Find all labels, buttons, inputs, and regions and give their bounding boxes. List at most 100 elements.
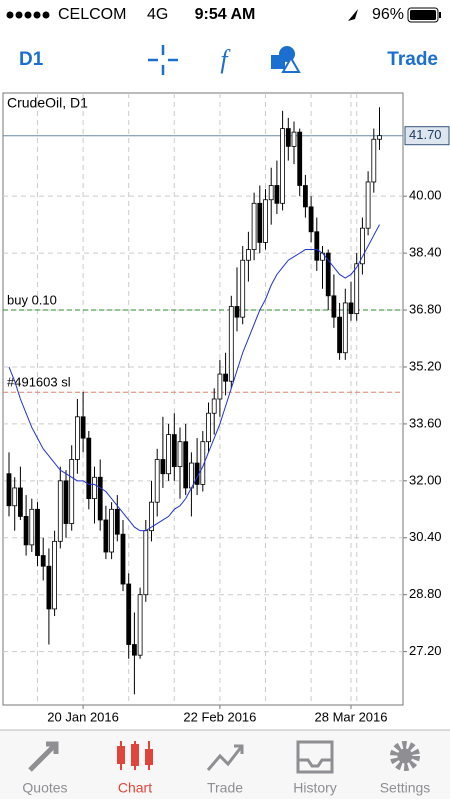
carrier: CELCOM xyxy=(58,6,126,23)
clock: 9:54 AM xyxy=(195,6,256,23)
candle-body xyxy=(40,555,46,567)
candle-body xyxy=(291,131,297,147)
trade-button[interactable]: Trade xyxy=(387,49,438,70)
candle-body xyxy=(268,185,274,201)
candle-body xyxy=(234,306,240,318)
candle-body xyxy=(211,398,217,414)
toolbar: D1 f Trade xyxy=(19,45,438,75)
candle-body xyxy=(302,185,308,208)
candle-body xyxy=(80,416,86,439)
order-label: buy 0.10 xyxy=(7,292,57,307)
y-tick-label: 28.80 xyxy=(409,586,442,601)
candle-body xyxy=(149,501,154,532)
indicators-button[interactable]: f xyxy=(220,45,231,74)
candle-body xyxy=(342,302,348,354)
candle-body xyxy=(17,487,23,517)
candle-body xyxy=(183,441,189,489)
candle-body xyxy=(240,259,246,318)
objects-button[interactable] xyxy=(271,46,301,73)
network: 4G xyxy=(147,6,168,23)
candle-body xyxy=(46,565,52,610)
plot-layer: buy 0.10 #491603 sl xyxy=(3,93,403,705)
candle-body xyxy=(6,473,12,507)
candle-body xyxy=(177,441,183,468)
tab-label[interactable]: Trade xyxy=(207,780,243,796)
y-tick-label: 30.40 xyxy=(409,529,442,544)
order-label: #491603 sl xyxy=(7,375,71,390)
y-tick-label: 40.00 xyxy=(409,188,442,203)
candle-body xyxy=(109,508,114,553)
candle-body xyxy=(308,206,314,233)
candle-body xyxy=(251,202,257,250)
candle-body xyxy=(23,516,29,546)
candle-body xyxy=(285,128,291,147)
x-tick-label: 28 Mar 2016 xyxy=(315,709,388,724)
period-button[interactable]: D1 xyxy=(19,49,44,70)
candle-body xyxy=(337,316,343,354)
candle-body xyxy=(325,252,331,297)
candle-body xyxy=(160,459,166,475)
candle-body xyxy=(371,138,377,183)
candle-body xyxy=(69,459,75,524)
candle-body xyxy=(217,373,223,400)
x-tick-label: 20 Jan 2016 xyxy=(47,709,119,724)
tab-label[interactable]: Quotes xyxy=(22,780,67,796)
candle-body xyxy=(188,462,194,489)
chart: CrudeOil, D1 xyxy=(2,92,404,706)
tab-label[interactable]: Chart xyxy=(118,780,152,796)
candle-body xyxy=(166,434,172,475)
candle-body xyxy=(280,128,286,204)
candle-body xyxy=(245,249,251,261)
candle-body xyxy=(57,480,63,542)
y-tick-label: 32.00 xyxy=(409,472,442,487)
tab-bar xyxy=(0,729,450,799)
candle-body xyxy=(75,416,80,460)
y-tick-label: 38.40 xyxy=(409,245,442,260)
candle-body xyxy=(365,181,371,229)
candle-body xyxy=(63,480,69,524)
status-bar: CELCOM 4G 9:54 AM 96% xyxy=(6,6,441,23)
y-tick-label: 35.20 xyxy=(409,358,442,373)
candle-body xyxy=(297,131,303,186)
candle-body xyxy=(12,487,18,507)
candle-body xyxy=(263,199,268,243)
candle-body xyxy=(131,644,137,656)
candle-body xyxy=(314,231,320,261)
candle-body xyxy=(103,519,109,553)
candle-body xyxy=(29,508,35,546)
candle-body xyxy=(97,476,103,521)
candle-body xyxy=(154,459,160,503)
candle-body xyxy=(274,185,280,204)
current-price-label: 41.70 xyxy=(409,127,442,142)
crosshair-button[interactable] xyxy=(148,45,178,75)
chart-title: CrudeOil, D1 xyxy=(7,95,88,111)
y-tick-label: 36.80 xyxy=(409,301,442,316)
candle-body xyxy=(92,476,97,500)
candle-body xyxy=(35,508,40,556)
candle-body xyxy=(137,594,143,656)
candle-body xyxy=(228,306,234,382)
candle-body xyxy=(200,441,206,485)
candle-body xyxy=(52,540,57,610)
candle-body xyxy=(206,412,211,443)
plot-frame xyxy=(2,92,404,706)
price-label-box xyxy=(404,126,450,146)
candle-body xyxy=(377,135,382,140)
candle-body xyxy=(354,263,360,315)
candle-body xyxy=(171,434,177,468)
candle-body xyxy=(114,508,120,535)
y-tick-label: 27.20 xyxy=(409,643,442,658)
y-tick-label: 33.60 xyxy=(409,415,442,430)
candle-body xyxy=(86,437,92,500)
candle-body xyxy=(126,583,132,645)
candle-body xyxy=(120,533,126,585)
tab-label[interactable]: Settings xyxy=(380,780,431,796)
candle-body xyxy=(348,302,354,315)
x-tick-label: 22 Feb 2016 xyxy=(183,709,256,724)
candle-body xyxy=(223,373,229,382)
candle-body xyxy=(257,202,263,243)
moving-average xyxy=(8,224,380,532)
candle-body xyxy=(359,227,365,265)
tab-label[interactable]: History xyxy=(293,780,337,796)
